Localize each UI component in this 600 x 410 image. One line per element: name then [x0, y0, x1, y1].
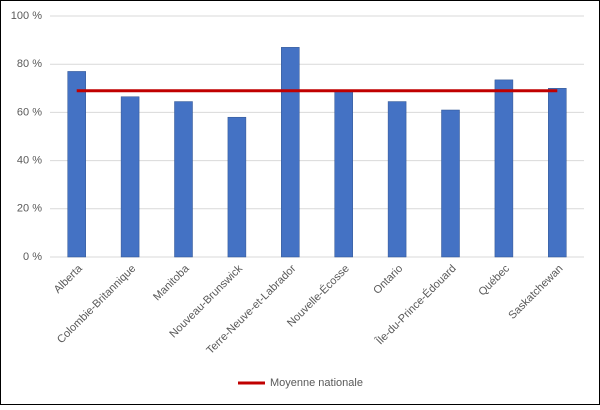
- bar: [281, 47, 300, 258]
- bar: [120, 96, 140, 258]
- bar: [387, 101, 407, 258]
- y-tick-label: 20 %: [17, 203, 42, 215]
- bar: [174, 101, 193, 258]
- y-tick-label: 100 %: [11, 10, 42, 22]
- bar: [334, 90, 353, 258]
- bar: [548, 88, 567, 258]
- legend-label: Moyenne nationale: [270, 377, 363, 389]
- bar: [441, 109, 460, 258]
- bar: [227, 116, 247, 258]
- y-tick-label: 60 %: [17, 106, 42, 118]
- bar: [494, 79, 514, 258]
- y-tick-label: 0 %: [23, 251, 42, 263]
- y-tick-label: 40 %: [17, 155, 42, 167]
- y-tick-label: 80 %: [17, 58, 42, 70]
- bar: [67, 71, 86, 258]
